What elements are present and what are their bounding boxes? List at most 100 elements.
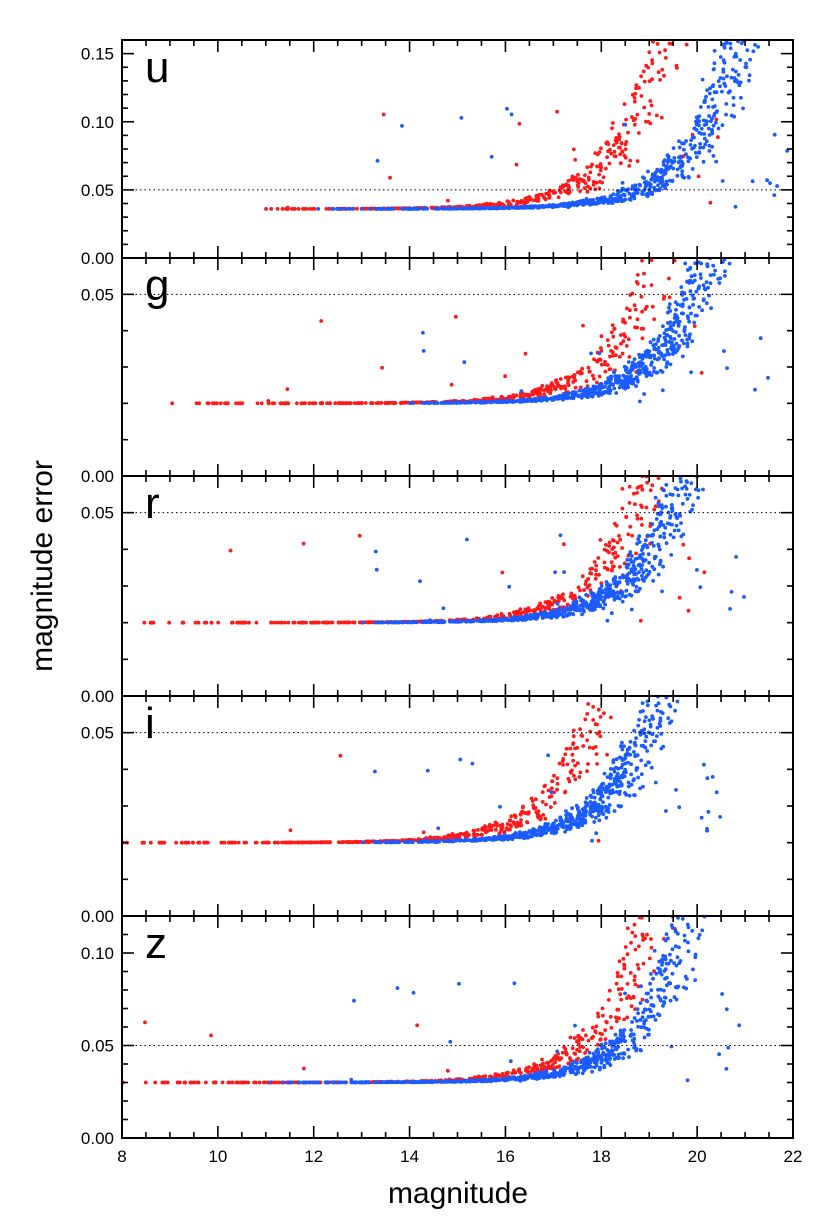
red-series-point: [572, 1036, 577, 1040]
blue-series-point: [699, 105, 703, 109]
red-series-point: [162, 840, 167, 845]
blue-series-point: [528, 206, 532, 210]
red-series-point: [295, 401, 299, 406]
red-series-point: [566, 184, 571, 188]
blue-series-point: [692, 126, 697, 131]
blue-series-point: [555, 602, 560, 606]
blue-series-point: [381, 620, 386, 625]
red-series-point: [607, 540, 612, 545]
red-series-point: [622, 102, 627, 106]
blue-series-point: [572, 607, 577, 612]
blue-series-point: [440, 206, 445, 211]
red-series-point: [568, 746, 573, 751]
red-series-point: [575, 179, 580, 184]
red-series-point: [650, 61, 655, 66]
blue-series-point: [658, 716, 663, 721]
blue-series-point: [633, 589, 638, 593]
blue-series-point: [697, 123, 701, 128]
red-series-point: [339, 840, 344, 845]
red-series-point: [584, 579, 589, 583]
blue-series-point: [688, 265, 693, 270]
blue-series-point: [694, 115, 699, 120]
blue-series-point: [609, 374, 614, 379]
blue-series-point: [623, 791, 627, 795]
blue-series-point: [656, 572, 661, 577]
blue-series-point: [584, 199, 589, 204]
blue-series-point: [489, 619, 494, 624]
blue-series-point: [775, 184, 779, 188]
red-series-point: [583, 717, 588, 722]
blue-series-point: [714, 120, 718, 125]
blue-series-point: [675, 699, 680, 704]
blue-series-point: [629, 365, 634, 369]
red-series-point: [505, 822, 510, 826]
blue-series-point: [689, 138, 693, 143]
blue-series-point: [661, 744, 666, 749]
blue-series-point: [594, 815, 598, 820]
blue-series-point: [689, 274, 694, 279]
blue-series-point: [668, 532, 673, 537]
blue-series-point: [615, 380, 620, 385]
red-series-point: [623, 147, 628, 152]
red-series-point: [157, 840, 162, 845]
blue-series-point: [687, 319, 691, 324]
blue-series-point: [716, 277, 721, 281]
blue-series-point: [621, 198, 626, 203]
blue-series-point: [612, 579, 616, 584]
blue-series-point: [558, 815, 563, 820]
blue-series-point: [629, 762, 633, 767]
red-series-point: [526, 811, 531, 816]
blue-series-point: [646, 352, 651, 356]
red-series-point: [269, 620, 273, 625]
red-series-point: [605, 548, 609, 553]
red-series-point: [647, 956, 652, 961]
blue-series-point: [553, 570, 557, 575]
red-series-point: [643, 307, 648, 311]
blue-series-point: [682, 341, 686, 346]
blue-series-point: [689, 311, 693, 316]
red-series-point: [518, 607, 523, 612]
panel-frame-g: [121, 257, 794, 477]
blue-series-point: [672, 337, 677, 341]
red-series-point: [569, 591, 574, 596]
blue-series-point: [680, 304, 685, 309]
red-series-point: [591, 179, 596, 184]
blue-series-point: [638, 786, 642, 791]
red-series-point: [667, 295, 672, 300]
blue-series-point: [421, 620, 425, 624]
red-series-point: [590, 373, 595, 378]
blue-series-point: [640, 701, 645, 705]
red-series-point: [540, 790, 545, 794]
blue-series-point: [753, 43, 757, 47]
blue-series-point: [701, 145, 706, 150]
red-series-point: [591, 705, 596, 709]
blue-series-point: [690, 339, 695, 344]
blue-series-point: [673, 708, 677, 713]
panel-g: [170, 258, 770, 406]
red-series-point: [556, 195, 561, 200]
blue-series-point: [443, 401, 448, 405]
blue-series-point: [511, 205, 516, 210]
blue-series-point: [689, 370, 693, 375]
red-series-point: [652, 969, 656, 974]
blue-series-point: [629, 567, 634, 571]
red-series-point: [614, 1019, 619, 1024]
blue-series-point: [432, 401, 437, 405]
blue-series-point: [704, 280, 709, 284]
red-series-point: [588, 567, 593, 571]
blue-series-point: [550, 827, 554, 832]
blue-series-point: [653, 739, 657, 744]
blue-series-point: [383, 840, 388, 845]
y-tick-label: 0.05: [81, 504, 114, 523]
panels-layer: 0.000.050.100.15 u0.000.05 g0.000.05 r0.000…: [81, 39, 802, 1166]
blue-series-point: [447, 401, 452, 405]
red-series-point: [591, 718, 596, 722]
red-series-point: [291, 620, 296, 625]
blue-series-point: [685, 341, 690, 346]
blue-series-point: [638, 586, 642, 591]
red-series-point: [328, 840, 332, 845]
blue-series-point: [703, 119, 708, 123]
red-series-point: [609, 151, 613, 156]
blue-series-point: [643, 575, 648, 580]
red-series-point: [625, 926, 630, 931]
